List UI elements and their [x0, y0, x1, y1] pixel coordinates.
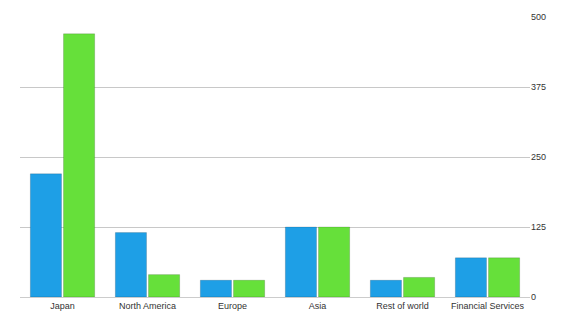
svg-text:Europe: Europe: [218, 301, 247, 311]
svg-text:250: 250: [531, 152, 546, 162]
svg-text:North America: North America: [119, 301, 176, 311]
svg-text:125: 125: [531, 222, 546, 232]
svg-text:Rest of world: Rest of world: [376, 301, 429, 311]
svg-text:Financial Services: Financial Services: [451, 301, 525, 311]
svg-text:Japan: Japan: [50, 301, 75, 311]
svg-text:375: 375: [531, 82, 546, 92]
svg-text:0: 0: [531, 292, 536, 302]
svg-text:500: 500: [531, 12, 546, 22]
svg-text:Asia: Asia: [309, 301, 327, 311]
